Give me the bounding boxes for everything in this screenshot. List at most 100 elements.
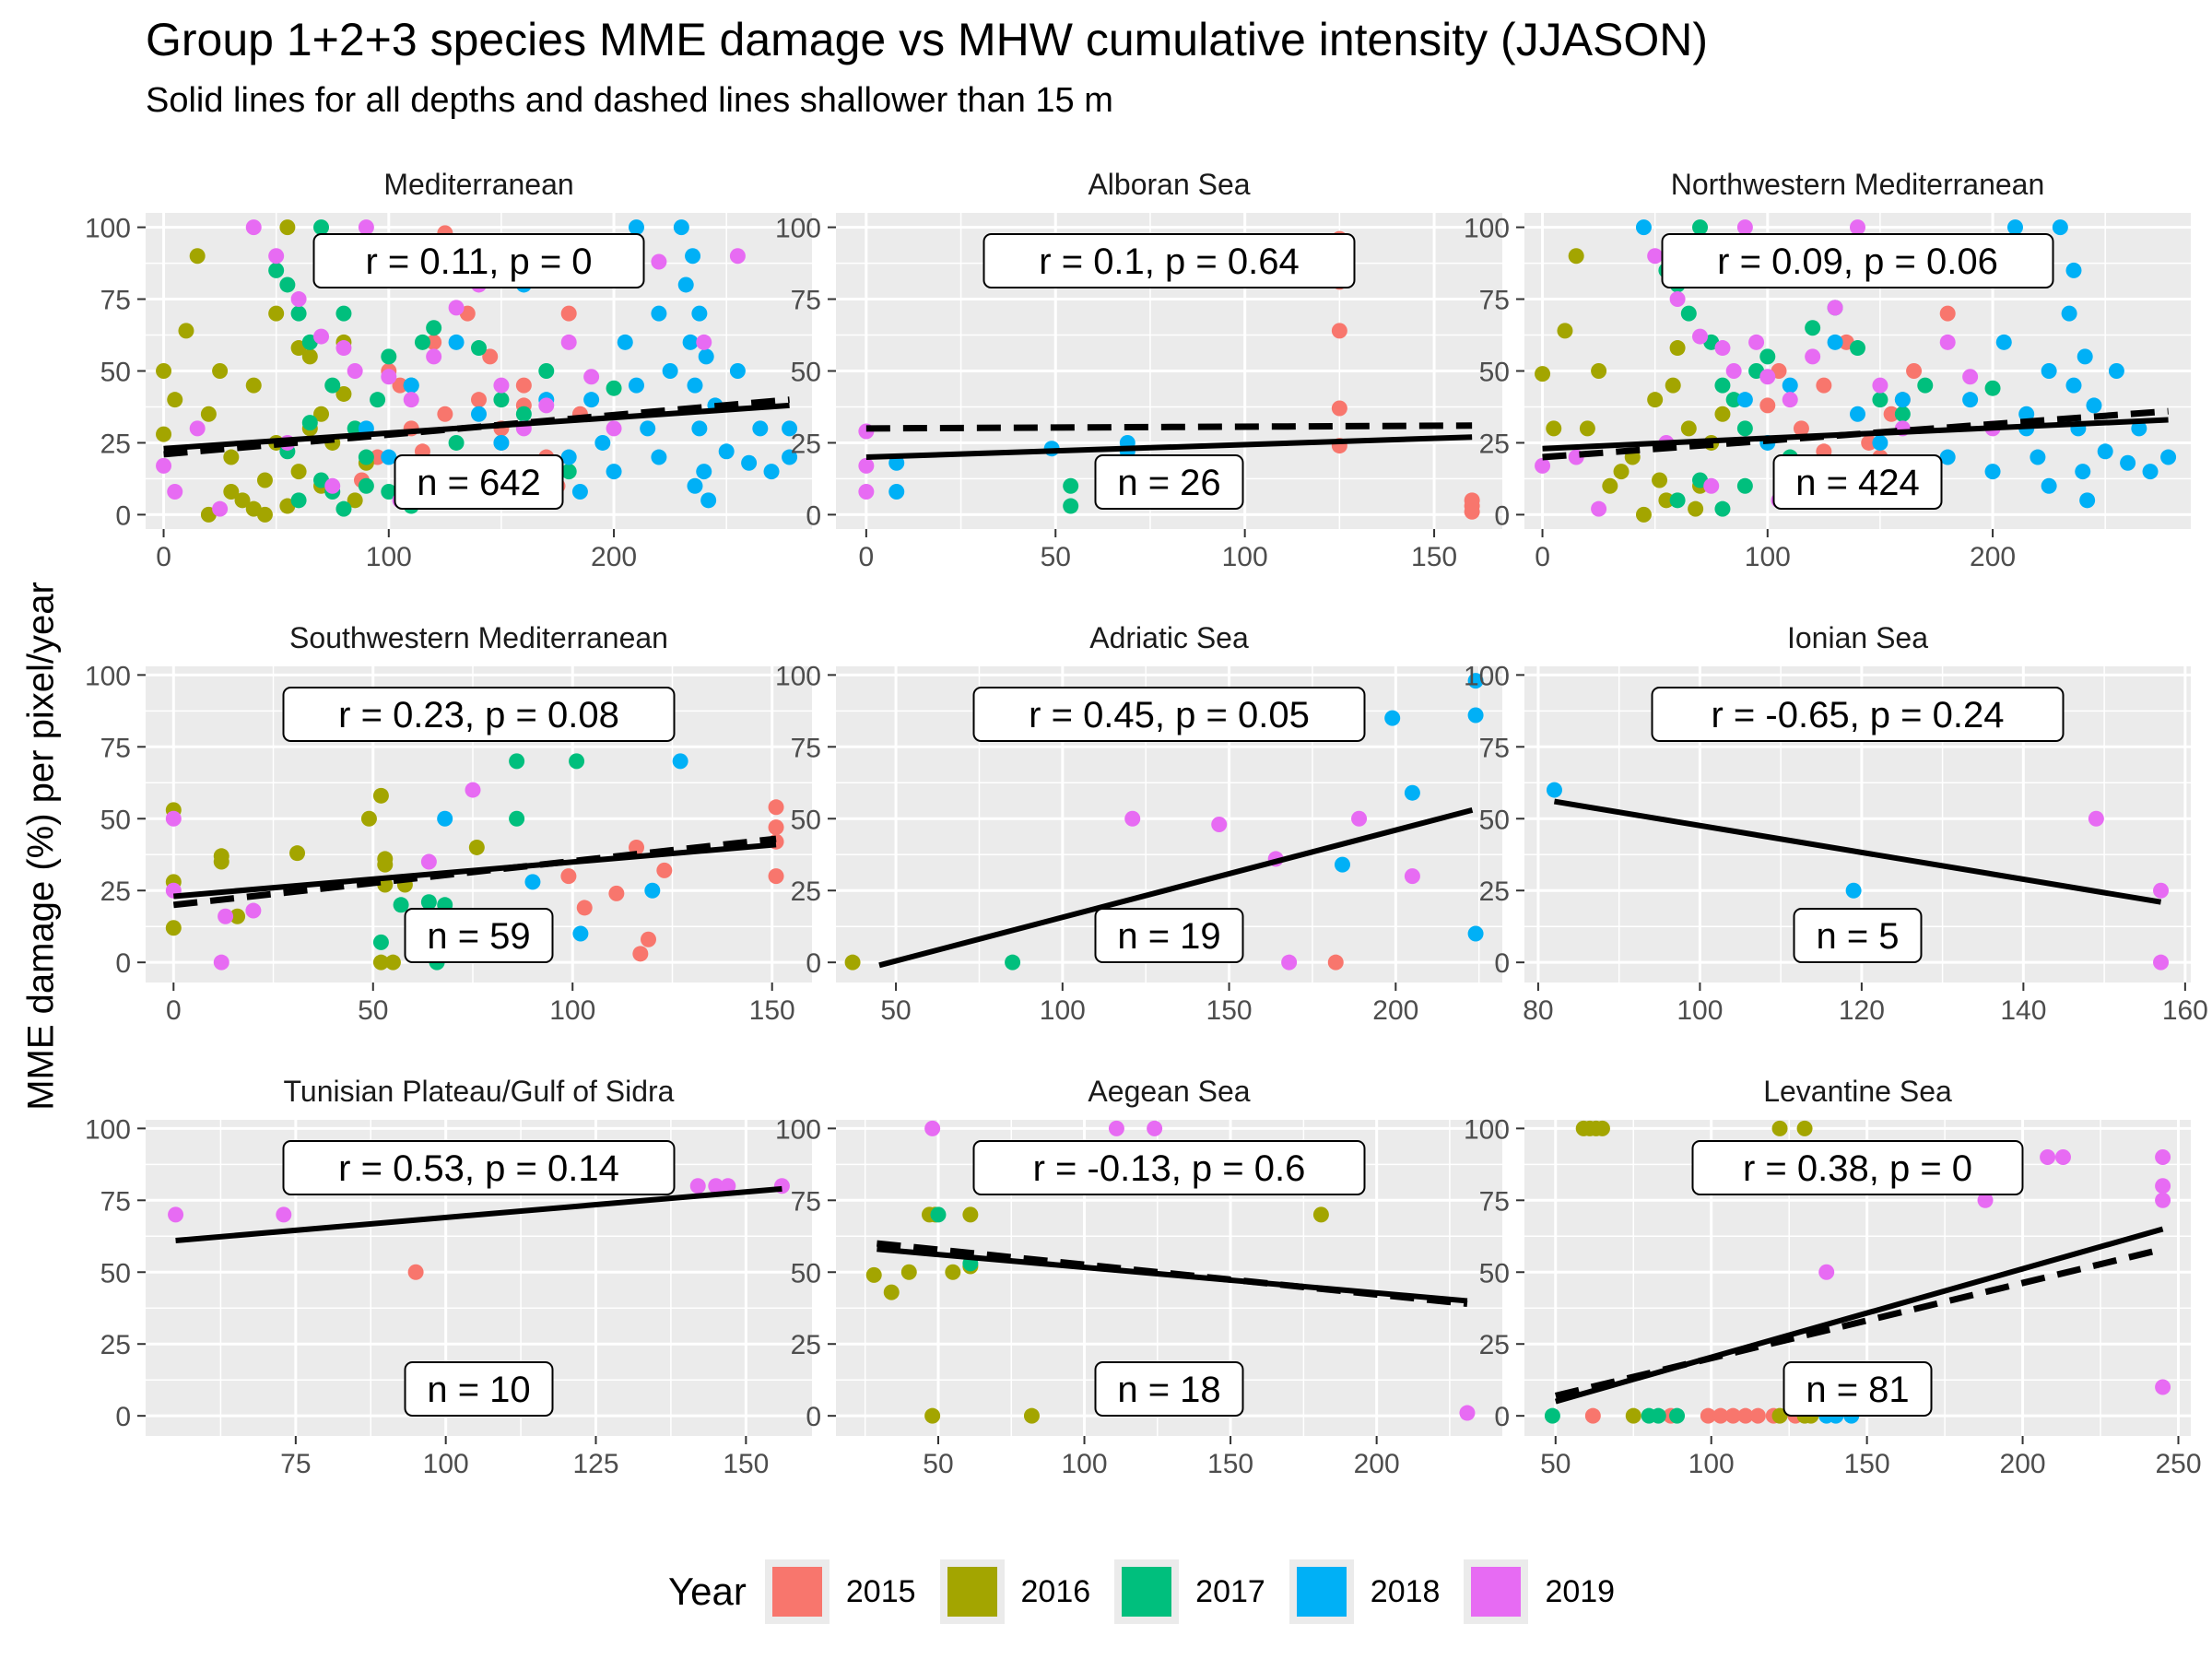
data-point: [493, 434, 510, 451]
data-point: [538, 397, 555, 414]
data-point: [213, 853, 229, 870]
data-point: [1771, 1120, 1788, 1136]
facet-panel: Adriatic Sea 50 100 150 200 0 25 50 75 100 r = 0.4…: [775, 621, 1502, 1026]
data-point: [448, 300, 465, 316]
y-tick-label: 25: [791, 877, 821, 907]
y-tick-label: 0: [115, 948, 131, 979]
data-point: [2061, 305, 2077, 322]
n-label-box: [404, 1361, 554, 1417]
data-point: [1861, 434, 1877, 451]
data-point: [301, 415, 318, 431]
data-point: [782, 449, 798, 465]
data-point: [768, 819, 784, 836]
data-point: [651, 449, 667, 465]
data-point: [2030, 449, 2046, 465]
data-point: [1759, 397, 1776, 414]
data-point: [426, 320, 442, 336]
data-point: [900, 1264, 917, 1280]
data-point: [708, 1178, 724, 1194]
stats-label: r = 0.45, p = 0.05: [1029, 695, 1310, 735]
x-tick-label: 140: [2000, 995, 2046, 1026]
legend-item-2016: 2016: [939, 1559, 1091, 1624]
data-point: [1124, 810, 1141, 827]
legend-item-2015: 2015: [764, 1559, 916, 1624]
data-point: [1939, 334, 1956, 350]
legend-item-2017: 2017: [1114, 1559, 1265, 1624]
data-point: [1658, 492, 1675, 509]
y-tick-label: 100: [1464, 661, 1510, 691]
data-point: [2155, 1192, 2171, 1208]
data-point: [1579, 420, 1595, 437]
data-point: [335, 500, 352, 517]
data-point: [2041, 477, 2057, 494]
data-point: [1845, 882, 1862, 899]
data-point: [381, 348, 397, 365]
stats-label-box: [1651, 687, 2065, 742]
data-point: [1005, 954, 1021, 971]
y-tick-label: 25: [1479, 429, 1510, 459]
stats-label-box: [1661, 233, 2054, 288]
data-point: [279, 219, 296, 236]
data-point: [290, 492, 307, 509]
legend-label: 2016: [1020, 1573, 1091, 1609]
data-point: [1962, 392, 1979, 408]
data-point: [1850, 406, 1865, 422]
data-point: [403, 377, 419, 394]
data-point: [493, 392, 510, 408]
stats-label-box: [282, 1140, 676, 1195]
data-point: [1714, 406, 1731, 422]
data-point: [617, 334, 633, 350]
fit-line-solid: [877, 1246, 1468, 1304]
y-tick-label: 0: [1494, 500, 1510, 531]
x-tick-label: 0: [1535, 542, 1550, 572]
data-point: [223, 449, 240, 465]
data-point: [223, 483, 240, 500]
data-point: [1984, 464, 2001, 480]
facet-strip-label: Levantine Sea: [1763, 1075, 1952, 1108]
data-point: [1984, 380, 2001, 396]
data-point: [407, 1264, 424, 1280]
fit-line-solid: [878, 807, 1474, 969]
data-point: [448, 434, 465, 451]
n-label-box: [1094, 908, 1244, 963]
data-point: [156, 426, 172, 442]
data-point: [212, 363, 229, 379]
fit-line-dashed: [865, 422, 1473, 432]
data-point: [687, 477, 703, 494]
data-point: [1568, 248, 1584, 265]
n-label: n = 59: [427, 916, 530, 957]
data-point: [606, 380, 622, 396]
y-tick-label: 0: [115, 1402, 131, 1432]
fit-line-solid: [163, 402, 790, 452]
x-tick-label: 100: [1222, 542, 1268, 572]
y-tick-label: 75: [1479, 1186, 1510, 1217]
data-point: [1635, 219, 1652, 236]
facet-panel: Ionian Sea 80 100 120 140 160 0 25 50 75 100 r = -0…: [1464, 621, 2208, 1026]
data-point: [234, 492, 251, 509]
data-point: [403, 392, 419, 408]
data-point: [1650, 1407, 1666, 1424]
data-point: [741, 454, 758, 471]
data-point: [1796, 1120, 1813, 1136]
data-point: [2160, 449, 2177, 465]
legend-swatch-2017: [1122, 1567, 1172, 1617]
data-point: [256, 506, 273, 523]
data-point: [844, 954, 861, 971]
legend-swatch-2018: [1296, 1567, 1347, 1617]
y-tick-label: 75: [791, 733, 821, 763]
data-point: [1759, 369, 1776, 385]
data-point: [1827, 334, 1843, 350]
y-tick-label: 100: [775, 214, 821, 244]
y-tick-label: 50: [791, 358, 821, 388]
data-point: [691, 420, 708, 437]
y-tick-label: 75: [100, 286, 131, 316]
data-point: [1906, 363, 1923, 379]
x-tick-label: 0: [156, 542, 171, 572]
data-point: [324, 377, 341, 394]
data-point: [2155, 1379, 2171, 1395]
data-point: [1546, 420, 1562, 437]
chart-subtitle: Solid lines for all depths and dashed li…: [146, 81, 1113, 120]
data-point: [1724, 1407, 1741, 1424]
fit-line-solid: [175, 1185, 782, 1243]
data-point: [2108, 363, 2124, 379]
